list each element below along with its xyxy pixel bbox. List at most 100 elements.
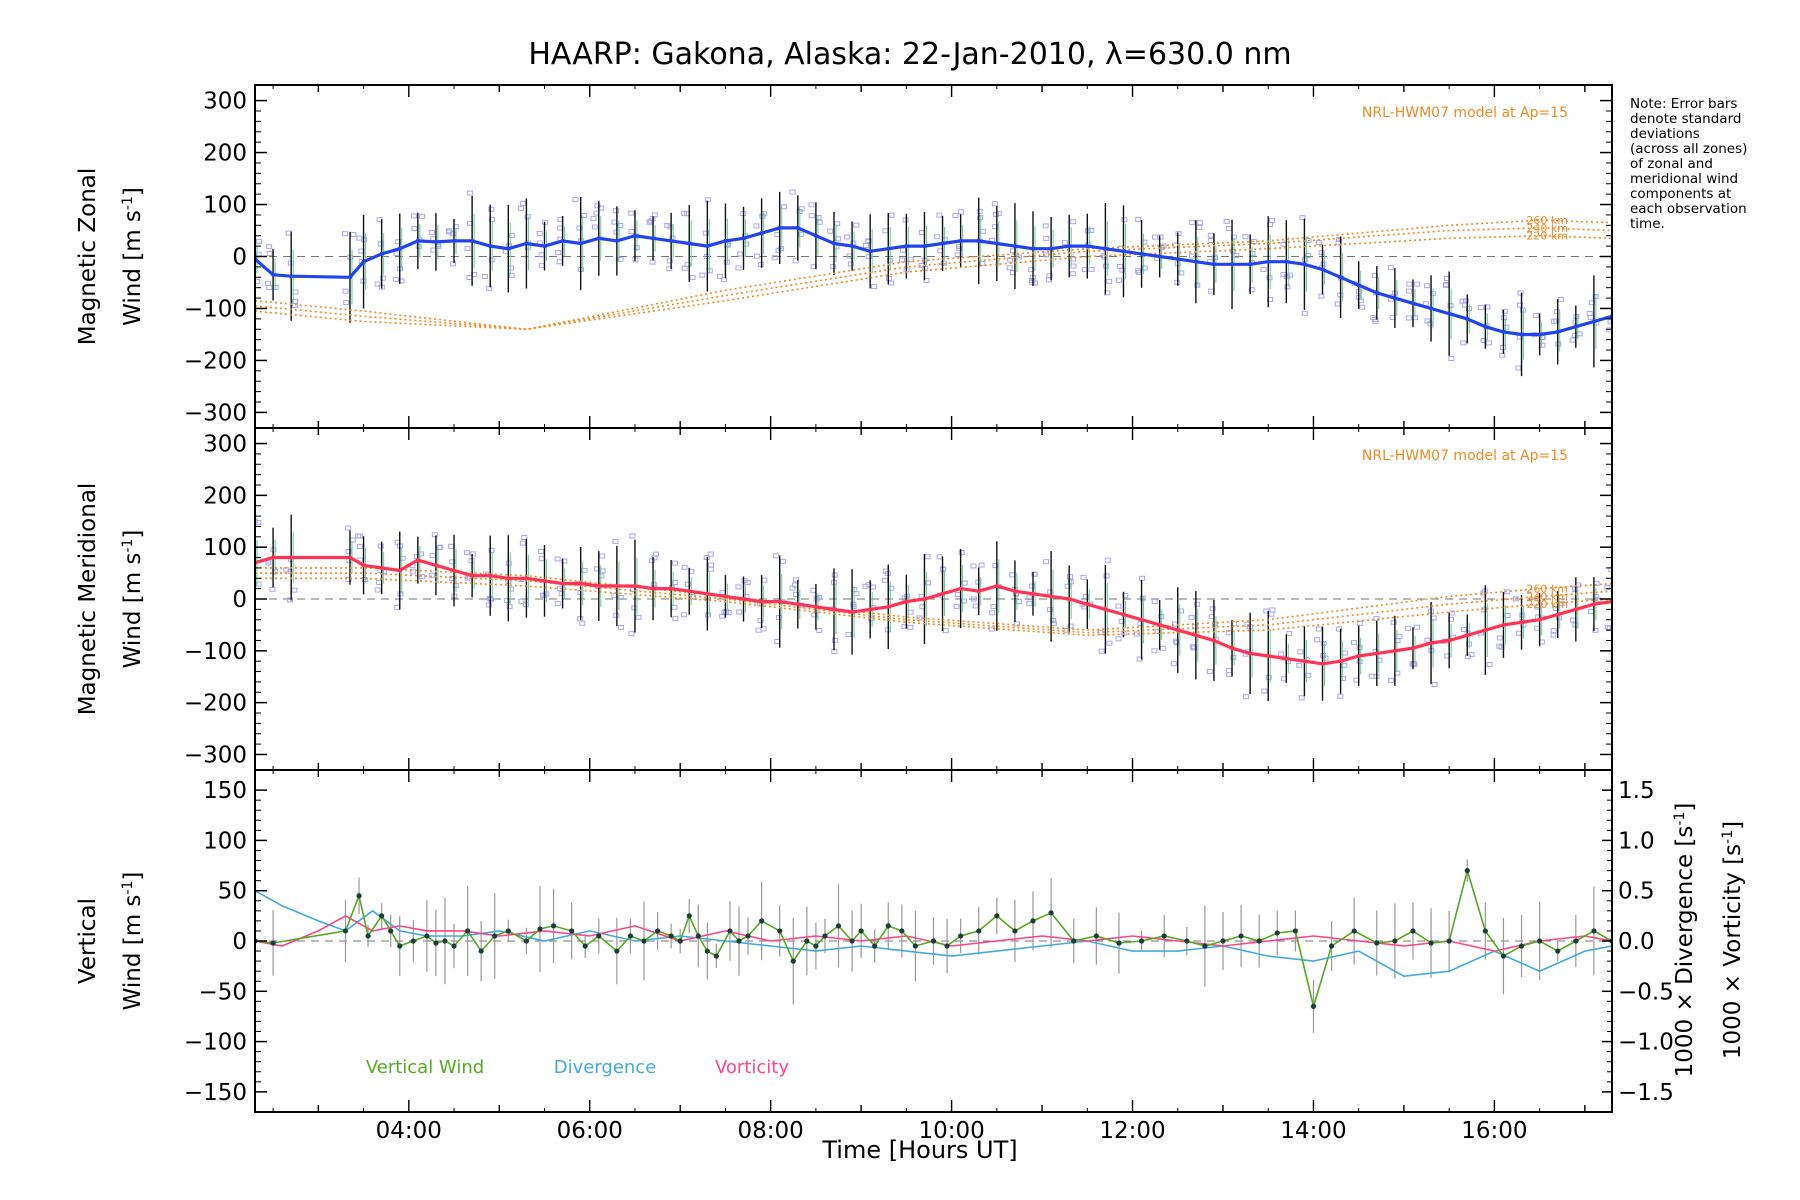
zone-box	[725, 610, 732, 616]
data-point	[1248, 262, 1253, 267]
data-point	[470, 573, 475, 578]
data-point	[804, 938, 810, 944]
data-point	[1428, 940, 1434, 946]
data-point	[365, 933, 371, 939]
data-point	[1284, 259, 1289, 264]
zone-box	[845, 632, 852, 638]
zone-box	[613, 208, 620, 214]
data-point	[822, 933, 828, 939]
zone-box	[464, 246, 471, 252]
data-point	[1049, 594, 1054, 599]
zone-box	[798, 231, 805, 237]
note-line: meridional wind	[1630, 171, 1738, 187]
zone-box	[343, 300, 350, 306]
model-label: NRL-HWM07 model at Ap=15	[1362, 448, 1568, 464]
note-line: components at	[1630, 186, 1731, 202]
data-point	[582, 943, 588, 949]
data-point	[1351, 928, 1357, 934]
data-point	[1410, 646, 1415, 651]
note-line: (across all zones)	[1630, 141, 1747, 157]
zone-box	[882, 577, 889, 583]
zone-box	[488, 257, 495, 263]
model-curve	[255, 234, 1612, 331]
zone-box	[379, 275, 386, 281]
zone-box	[1316, 240, 1323, 246]
zone-box	[1569, 337, 1576, 343]
zone-box	[735, 584, 742, 590]
zone-box	[488, 206, 495, 212]
data-point	[1103, 607, 1108, 612]
data-point	[654, 928, 661, 934]
data-point	[1501, 622, 1506, 627]
zone-box	[771, 255, 778, 261]
zone-box	[1064, 583, 1071, 589]
zone-box	[431, 532, 438, 538]
zone-box	[255, 279, 261, 285]
data-point	[1292, 928, 1298, 934]
zone-box	[721, 277, 728, 283]
data-point	[641, 938, 647, 944]
y2-tick-label: 0.0	[1618, 929, 1655, 955]
data-point	[347, 555, 352, 560]
data-point	[777, 928, 783, 934]
label-sup: -1	[120, 196, 136, 210]
zone-box	[1070, 219, 1077, 225]
panel-vertical: Vertical Wind Divergence Vorticity 1.5 1.0 0.…	[75, 769, 1746, 1113]
zone-box	[1320, 640, 1327, 646]
zone-box	[1356, 659, 1363, 665]
zone-box	[1278, 651, 1285, 657]
zone-box	[934, 234, 941, 240]
zone-box	[538, 263, 545, 269]
data-point	[578, 241, 583, 246]
zone-box	[436, 545, 443, 551]
y2-tick-label: −1.5	[1618, 1080, 1674, 1106]
zone-box	[1206, 668, 1213, 674]
zone-box	[702, 230, 709, 236]
zone-box	[781, 204, 788, 210]
zone-box	[708, 562, 715, 568]
zone-box	[1230, 654, 1237, 660]
zone-box	[719, 589, 726, 595]
data-point	[1519, 332, 1524, 337]
data-point	[669, 238, 674, 243]
data-point	[1320, 661, 1325, 666]
data-point	[289, 555, 294, 560]
data-point	[1302, 659, 1307, 664]
zone-box	[1242, 234, 1249, 240]
data-point	[1447, 638, 1452, 643]
zone-box	[255, 518, 258, 524]
data-point	[492, 933, 498, 939]
x-tick-label: 08:00	[738, 1118, 804, 1144]
label-part: ]	[120, 187, 146, 196]
zone-box	[1208, 237, 1215, 243]
data-point	[940, 591, 945, 596]
zone-box	[572, 196, 579, 202]
note-line: denote standard	[1630, 111, 1741, 127]
x-tick-label: 10:00	[918, 1118, 984, 1144]
zone-box	[504, 597, 511, 603]
data-point	[1085, 244, 1090, 249]
zone-box	[1607, 319, 1612, 325]
zone-box	[1043, 235, 1050, 241]
zone-box	[1611, 321, 1612, 327]
zone-box	[1368, 673, 1375, 679]
zone-box	[558, 591, 565, 597]
data-point	[560, 238, 565, 243]
zone-box	[1243, 694, 1250, 700]
data-point	[1555, 329, 1560, 334]
data-point	[442, 938, 448, 944]
label-sup: -1	[1720, 830, 1736, 844]
zone-box	[1405, 315, 1412, 321]
data-point	[1465, 633, 1470, 638]
data-point	[388, 928, 394, 934]
zone-box	[942, 628, 949, 634]
data-point	[1067, 597, 1072, 601]
zone-box	[1318, 250, 1325, 256]
zone-box	[954, 592, 961, 598]
data-point	[397, 568, 402, 573]
zone-box	[539, 592, 546, 598]
legend-label: Vertical Wind	[366, 1057, 484, 1078]
data-point	[1067, 244, 1072, 249]
